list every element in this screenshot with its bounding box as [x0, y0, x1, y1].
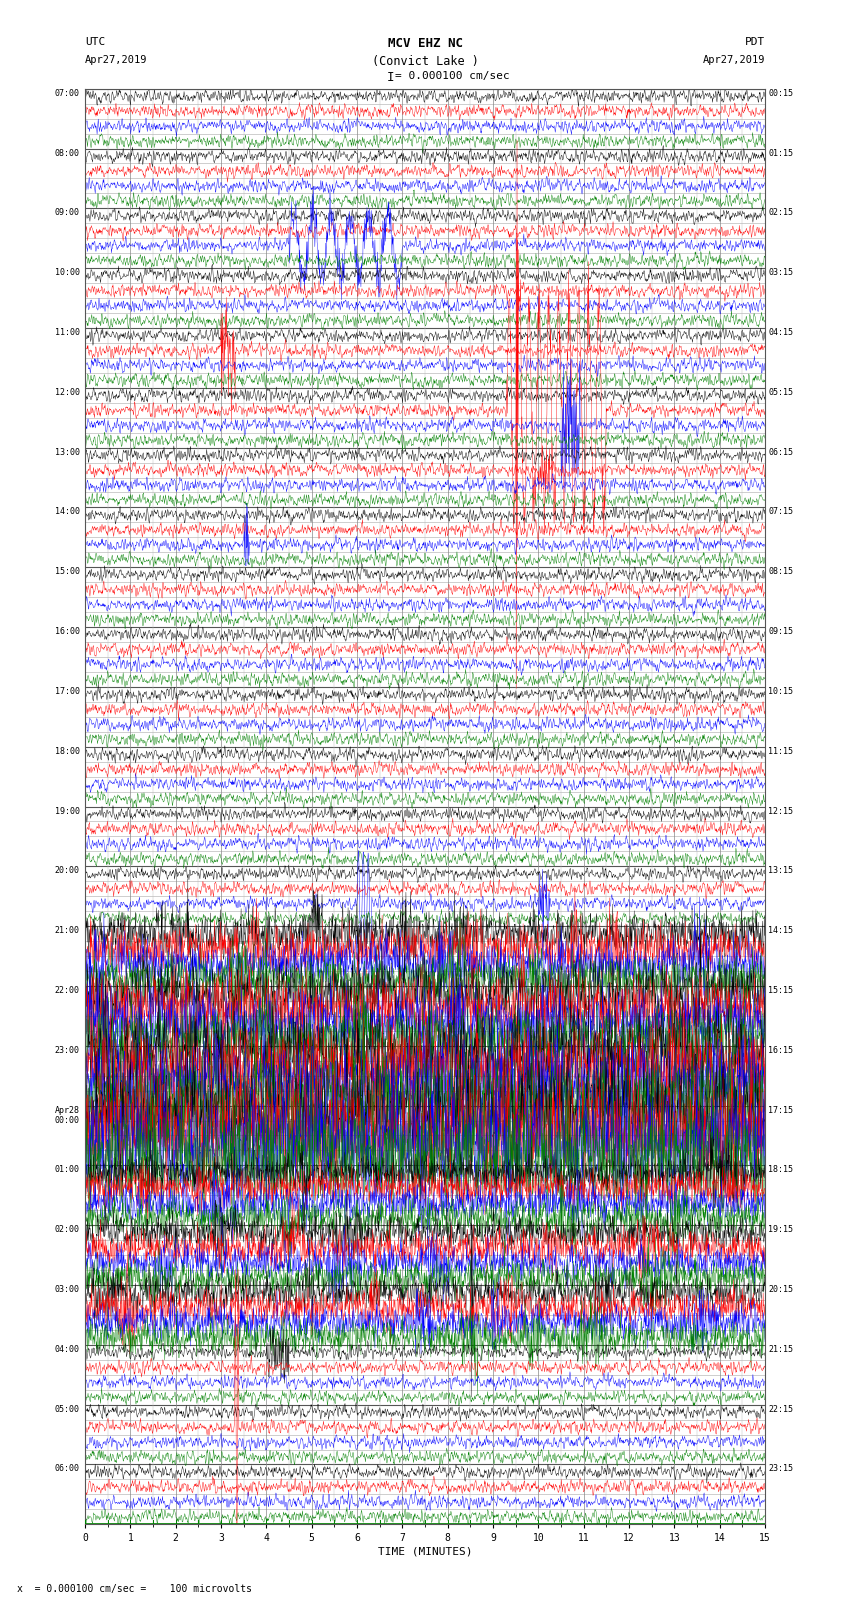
Text: 09:15: 09:15: [768, 627, 793, 636]
Text: 01:15: 01:15: [768, 148, 793, 158]
Text: 07:15: 07:15: [768, 508, 793, 516]
Text: 18:00: 18:00: [54, 747, 80, 755]
Text: 05:00: 05:00: [54, 1405, 80, 1413]
Text: I: I: [387, 71, 394, 84]
Text: Apr28
00:00: Apr28 00:00: [54, 1105, 80, 1124]
Text: Apr27,2019: Apr27,2019: [85, 55, 148, 65]
Text: 23:00: 23:00: [54, 1045, 80, 1055]
Text: UTC: UTC: [85, 37, 105, 47]
Text: 06:15: 06:15: [768, 448, 793, 456]
Text: 15:15: 15:15: [768, 986, 793, 995]
Text: 16:15: 16:15: [768, 1045, 793, 1055]
Text: 03:00: 03:00: [54, 1286, 80, 1294]
Text: 22:15: 22:15: [768, 1405, 793, 1413]
Text: PDT: PDT: [745, 37, 765, 47]
Text: x  = 0.000100 cm/sec =    100 microvolts: x = 0.000100 cm/sec = 100 microvolts: [17, 1584, 252, 1594]
Text: 14:00: 14:00: [54, 508, 80, 516]
Text: 11:15: 11:15: [768, 747, 793, 755]
Text: 22:00: 22:00: [54, 986, 80, 995]
Text: 19:00: 19:00: [54, 806, 80, 816]
Text: 08:00: 08:00: [54, 148, 80, 158]
Text: Apr27,2019: Apr27,2019: [702, 55, 765, 65]
Text: 11:00: 11:00: [54, 327, 80, 337]
Text: (Convict Lake ): (Convict Lake ): [371, 55, 479, 68]
Text: 17:00: 17:00: [54, 687, 80, 695]
Text: 10:15: 10:15: [768, 687, 793, 695]
Text: = 0.000100 cm/sec: = 0.000100 cm/sec: [395, 71, 510, 81]
Text: 02:00: 02:00: [54, 1226, 80, 1234]
Text: 15:00: 15:00: [54, 568, 80, 576]
Text: 10:00: 10:00: [54, 268, 80, 277]
Text: 21:15: 21:15: [768, 1345, 793, 1353]
Text: 13:15: 13:15: [768, 866, 793, 876]
Text: 12:15: 12:15: [768, 806, 793, 816]
Text: 16:00: 16:00: [54, 627, 80, 636]
Text: 04:15: 04:15: [768, 327, 793, 337]
Text: 01:00: 01:00: [54, 1165, 80, 1174]
X-axis label: TIME (MINUTES): TIME (MINUTES): [377, 1547, 473, 1557]
Text: 13:00: 13:00: [54, 448, 80, 456]
Text: 17:15: 17:15: [768, 1105, 793, 1115]
Text: 06:00: 06:00: [54, 1465, 80, 1473]
Text: 12:00: 12:00: [54, 387, 80, 397]
Text: 18:15: 18:15: [768, 1165, 793, 1174]
Text: 23:15: 23:15: [768, 1465, 793, 1473]
Text: 21:00: 21:00: [54, 926, 80, 936]
Text: 08:15: 08:15: [768, 568, 793, 576]
Text: 14:15: 14:15: [768, 926, 793, 936]
Text: 20:00: 20:00: [54, 866, 80, 876]
Text: 00:15: 00:15: [768, 89, 793, 98]
Text: 03:15: 03:15: [768, 268, 793, 277]
Text: MCV EHZ NC: MCV EHZ NC: [388, 37, 462, 50]
Text: 07:00: 07:00: [54, 89, 80, 98]
Text: 19:15: 19:15: [768, 1226, 793, 1234]
Text: 04:00: 04:00: [54, 1345, 80, 1353]
Text: 05:15: 05:15: [768, 387, 793, 397]
Text: 20:15: 20:15: [768, 1286, 793, 1294]
Text: 09:00: 09:00: [54, 208, 80, 218]
Text: 02:15: 02:15: [768, 208, 793, 218]
